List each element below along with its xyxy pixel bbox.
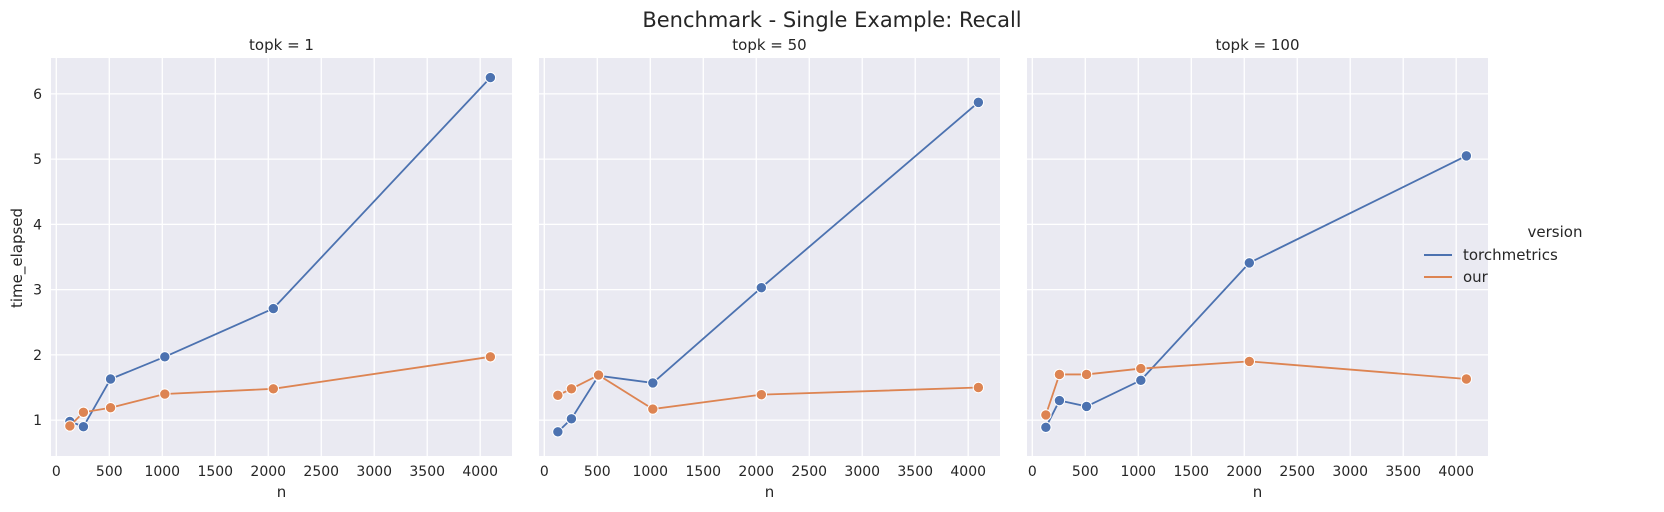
data-point-torchmetrics bbox=[484, 71, 497, 84]
x-tick-label: 1000 bbox=[1120, 464, 1156, 480]
data-point-our bbox=[77, 406, 90, 418]
data-point-our bbox=[104, 402, 117, 414]
data-point-our bbox=[1040, 409, 1052, 421]
x-tick-label: 1000 bbox=[144, 464, 180, 480]
data-point-our bbox=[1135, 362, 1147, 375]
x-tick-label: 3000 bbox=[1332, 464, 1368, 480]
data-point-our bbox=[64, 420, 76, 432]
data-point-torchmetrics bbox=[1053, 394, 1066, 407]
data-point-our bbox=[484, 351, 497, 363]
legend-label-torchmetrics: torchmetrics bbox=[1463, 246, 1558, 264]
legend: version torchmetrics our bbox=[1424, 223, 1582, 286]
x-tick-label: 3000 bbox=[356, 464, 392, 480]
panel-2: topk = 50 0 500 1000 1500 2000 2500 3000 3500 400… bbox=[539, 36, 1000, 501]
data-point-our bbox=[972, 381, 985, 394]
data-point-our bbox=[1053, 368, 1066, 381]
panel-3: topk = 100 0 500 1000 1500 2000 2500 3000 3500 40… bbox=[1027, 36, 1488, 501]
x-tick-label: 2000 bbox=[1226, 464, 1262, 480]
panel-background bbox=[539, 58, 1000, 456]
data-point-our bbox=[565, 383, 578, 395]
data-point-torchmetrics bbox=[267, 302, 280, 315]
x-tick-label: 2000 bbox=[250, 464, 286, 480]
data-point-our bbox=[592, 369, 605, 381]
x-axis-label: n bbox=[765, 483, 775, 501]
data-point-torchmetrics bbox=[565, 413, 578, 425]
data-point-our bbox=[1080, 368, 1093, 381]
data-point-torchmetrics bbox=[1080, 400, 1093, 413]
x-tick-label: 2500 bbox=[1279, 464, 1315, 480]
x-tick-label: 1500 bbox=[197, 464, 233, 480]
data-point-our bbox=[755, 388, 768, 401]
data-point-torchmetrics bbox=[755, 281, 768, 294]
legend-label-our: our bbox=[1463, 268, 1489, 286]
data-point-torchmetrics bbox=[1460, 150, 1473, 162]
x-tick-label: 1500 bbox=[1173, 464, 1209, 480]
series-line-our bbox=[1045, 360, 1467, 416]
data-point-our bbox=[647, 403, 659, 415]
data-point-torchmetrics bbox=[1243, 257, 1256, 269]
data-point-torchmetrics bbox=[77, 420, 90, 433]
data-point-our bbox=[1460, 373, 1473, 385]
panel-title: topk = 100 bbox=[1215, 36, 1299, 54]
x-tick-label: 3500 bbox=[1385, 464, 1421, 480]
y-tick-label: 5 bbox=[33, 152, 42, 168]
x-axis-label: n bbox=[277, 483, 287, 501]
x-tick-label: 3500 bbox=[409, 464, 445, 480]
panel-1: topk = 1 0 500 1000 1500 2000 2500 3000 3500 4000… bbox=[33, 36, 512, 501]
data-point-torchmetrics bbox=[647, 377, 659, 389]
data-point-our bbox=[267, 383, 280, 395]
x-tick-label: 2500 bbox=[303, 464, 339, 480]
x-tick-label: 0 bbox=[52, 464, 61, 480]
data-point-our bbox=[1243, 355, 1256, 368]
data-point-torchmetrics bbox=[1040, 421, 1052, 433]
x-axis-label: n bbox=[1253, 483, 1263, 501]
data-point-torchmetrics bbox=[552, 426, 564, 438]
figure-title: Benchmark - Single Example: Recall bbox=[642, 8, 1021, 32]
y-tick-label: 4 bbox=[33, 217, 42, 233]
x-tick-label: 0 bbox=[1028, 464, 1037, 480]
y-tick-label: 3 bbox=[33, 283, 42, 299]
x-tick-label: 500 bbox=[1072, 464, 1099, 480]
x-tick-label: 2500 bbox=[791, 464, 827, 480]
data-point-our bbox=[159, 388, 171, 400]
x-tick-label: 0 bbox=[540, 464, 549, 480]
data-point-our bbox=[552, 389, 564, 402]
facet-panels: topk = 10 500 1000 1500 2000 2500 3000 3500 4000… bbox=[33, 36, 1488, 501]
panel-background bbox=[1027, 58, 1488, 456]
panel-title: topk = 50 bbox=[732, 36, 806, 54]
x-tick-label: 3500 bbox=[897, 464, 933, 480]
x-tick-label: 1000 bbox=[632, 464, 668, 480]
x-tick-label: 3000 bbox=[844, 464, 880, 480]
x-tick-label: 1500 bbox=[685, 464, 721, 480]
x-tick-label: 4000 bbox=[1438, 464, 1474, 480]
x-tick-label: 500 bbox=[96, 464, 123, 480]
x-tick-label: 4000 bbox=[950, 464, 986, 480]
panel-title: topk = 1 bbox=[249, 36, 314, 54]
x-tick-label: 4000 bbox=[462, 464, 498, 480]
x-tick-label: 2000 bbox=[738, 464, 774, 480]
legend-title: version bbox=[1528, 223, 1583, 241]
data-point-torchmetrics bbox=[1135, 374, 1147, 387]
data-point-torchmetrics bbox=[104, 373, 117, 385]
y-tick-label: 1 bbox=[33, 413, 42, 429]
data-point-torchmetrics bbox=[972, 96, 985, 109]
y-tick-label: 6 bbox=[33, 87, 42, 103]
x-tick-label: 500 bbox=[584, 464, 611, 480]
y-tick-label: 2 bbox=[33, 348, 42, 364]
panel-background bbox=[51, 58, 512, 456]
data-point-torchmetrics bbox=[159, 351, 171, 363]
y-axis-label: time_elapsed bbox=[8, 208, 27, 308]
